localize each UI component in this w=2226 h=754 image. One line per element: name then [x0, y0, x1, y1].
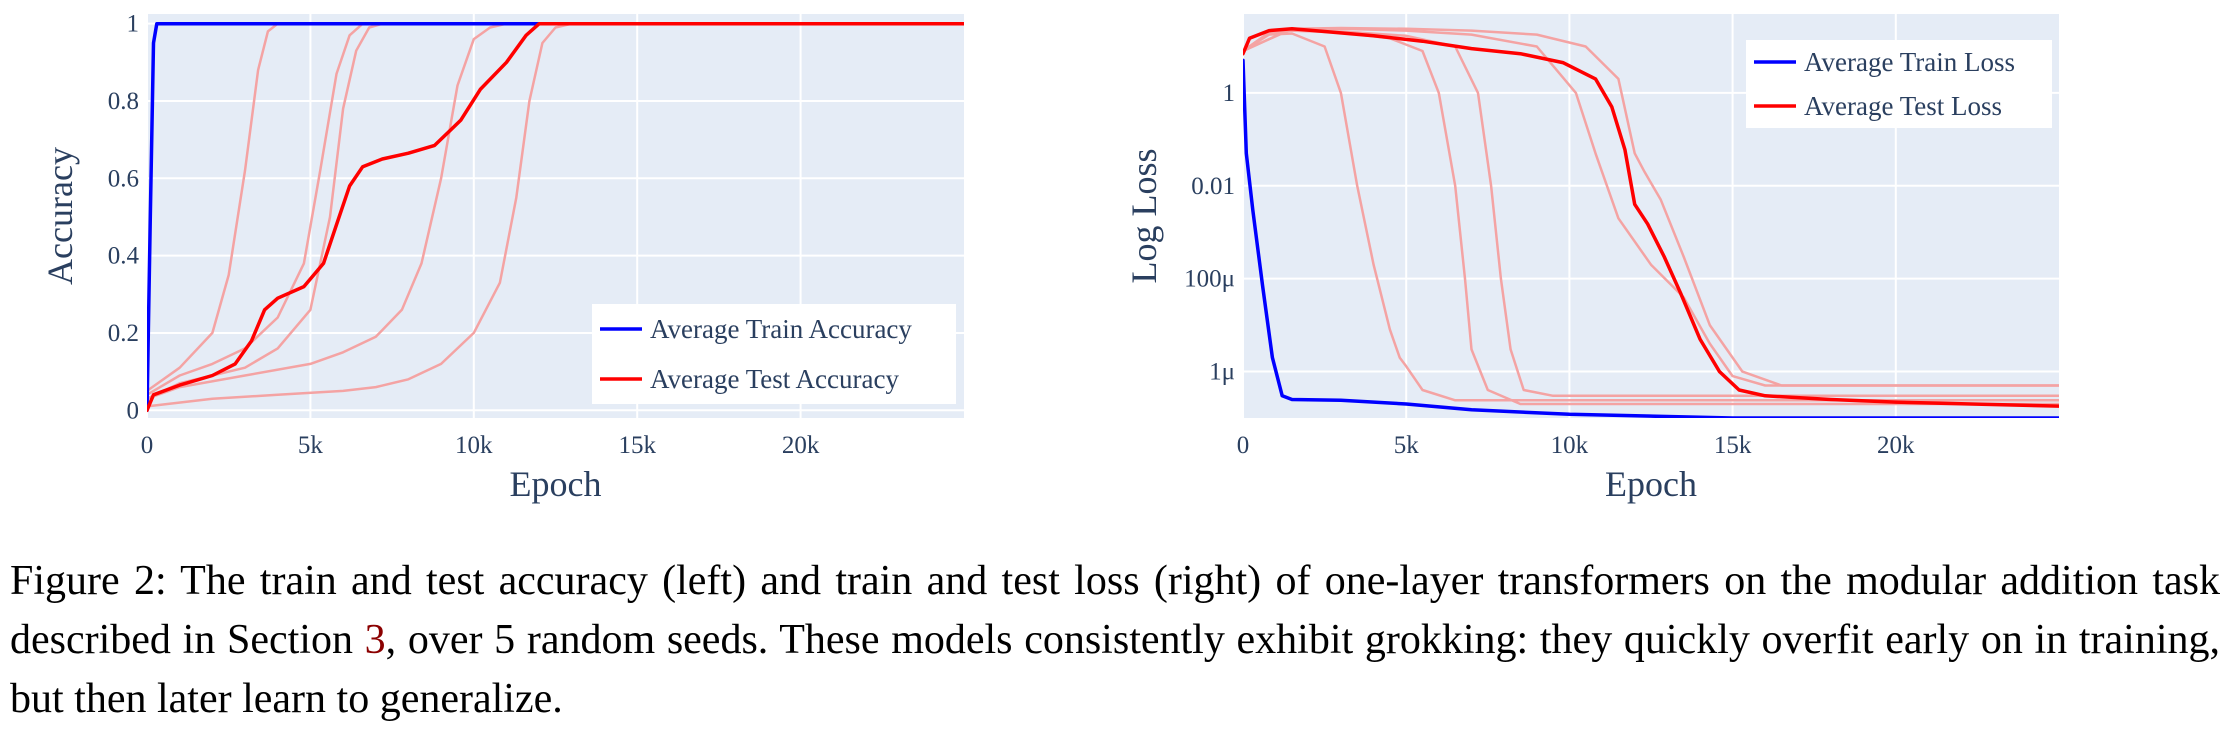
average-test-loss-line: [1243, 27, 2059, 408]
loss-seed-4-line: [1243, 29, 2059, 398]
loss-seed-2-line: [1243, 32, 2059, 402]
acc-x-axis-title: Epoch: [510, 464, 602, 504]
acc-x-tick-label: 0: [141, 432, 154, 459]
acc-y-tick-label: 0.8: [108, 88, 139, 115]
acc-y-tick-label: 0.2: [108, 320, 139, 347]
acc-y-tick-label: 0: [127, 397, 140, 424]
loss-chart: 0 5k 10k 15k 20k 1μ 100μ 0.01 1 Epoch Log Loss Aver…: [1124, 14, 2059, 504]
loss-y-tick-label: 1μ: [1209, 359, 1235, 386]
acc-y-tick-label: 0.6: [108, 165, 139, 192]
loss-x-tick-label: 0: [1237, 432, 1250, 459]
caption-text: Figure 2: The train and test accuracy (l…: [10, 558, 2220, 663]
loss-x-tick-label: 20k: [1877, 432, 1915, 459]
loss-y-axis-title: Log Loss: [1124, 149, 1164, 284]
loss-legend: Average Train Loss Average Test Loss: [1746, 40, 2052, 128]
loss-legend-label: Average Train Loss: [1804, 47, 2015, 77]
acc-legend-label: Average Train Accuracy: [650, 314, 912, 344]
loss-y-tick-label: 100μ: [1184, 266, 1235, 293]
loss-x-tick-label: 5k: [1394, 432, 1420, 459]
loss-y-tick-label: 1: [1223, 80, 1236, 107]
acc-y-tick-label: 1: [127, 11, 140, 38]
acc-legend-box: [592, 304, 956, 404]
acc-x-tick-label: 20k: [782, 432, 820, 459]
acc-y-axis-title: Accuracy: [40, 147, 80, 285]
acc-legend: Average Train Accuracy Average Test Accur…: [592, 304, 956, 404]
loss-legend-box: [1746, 40, 2052, 128]
section-reference-link[interactable]: 3: [364, 617, 386, 663]
accuracy-chart: 0 5k 10k 15k 20k 0 0.2 0.4 0.6 0.8 1 Epoch Accuracy A…: [40, 11, 964, 504]
loss-y-tick-label: 0.01: [1191, 173, 1235, 200]
acc-legend-label: Average Test Accuracy: [650, 364, 899, 394]
average-train-loss-line: [1243, 58, 2059, 418]
figure-caption: Figure 2: The train and test accuracy (l…: [10, 552, 2220, 729]
acc-seed-5-line: [147, 22, 964, 400]
average-test-accuracy-line: [147, 21, 964, 413]
caption-text-end: , over 5 random seeds. These models cons…: [10, 617, 2220, 722]
loss-x-tick-label: 15k: [1714, 432, 1752, 459]
loss-x-axis-title: Epoch: [1605, 464, 1697, 504]
acc-x-tick-label: 15k: [618, 432, 656, 459]
loss-legend-label: Average Test Loss: [1804, 91, 2002, 121]
loss-x-tick-label: 10k: [1551, 432, 1589, 459]
acc-y-tick-label: 0.4: [108, 243, 140, 270]
figure: 0 5k 10k 15k 20k00.20.40.60.81EpochAccuracyA…: [40, 11, 2059, 504]
average-train-accuracy-line: [147, 21, 964, 413]
acc-seed-6-line: [147, 22, 964, 408]
acc-seed-2-line: [147, 22, 964, 393]
acc-x-tick-label: 10k: [455, 432, 493, 459]
loss-seed-6-line: [1243, 26, 2059, 387]
acc-x-tick-label: 5k: [298, 432, 324, 459]
acc-seed-3-line: [147, 22, 964, 397]
